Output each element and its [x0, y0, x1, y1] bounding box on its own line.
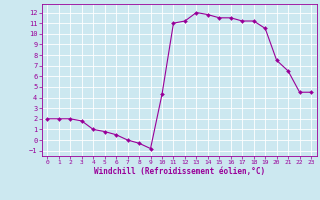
X-axis label: Windchill (Refroidissement éolien,°C): Windchill (Refroidissement éolien,°C) [94, 167, 265, 176]
